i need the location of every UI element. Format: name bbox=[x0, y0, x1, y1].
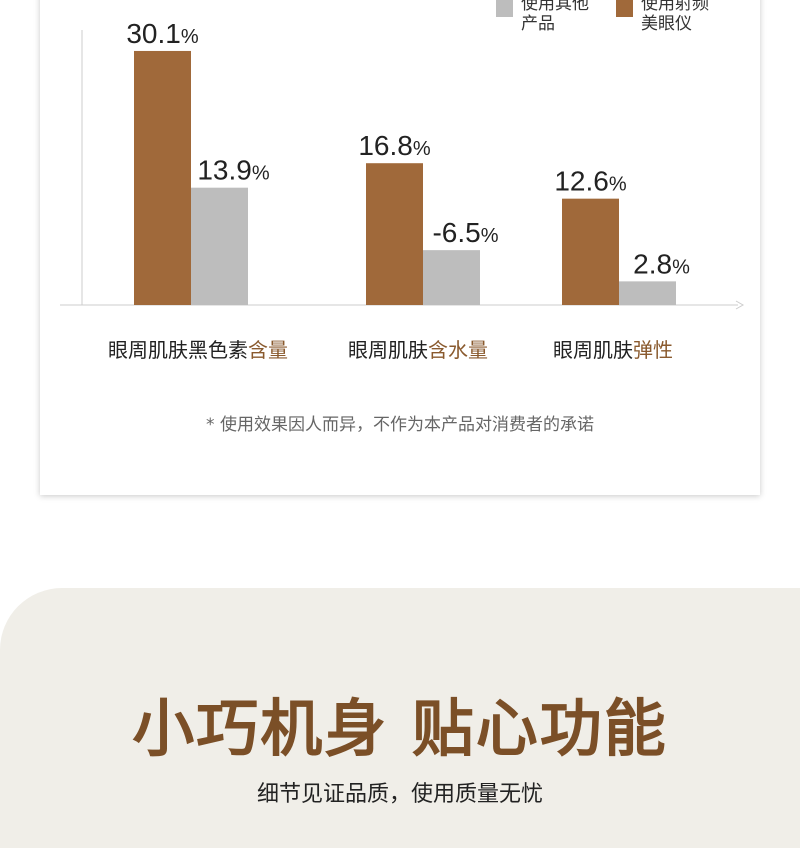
bar bbox=[619, 281, 676, 305]
data-label: 30.1% bbox=[126, 18, 199, 49]
legend-item-other: 使用其他 产品 bbox=[496, 0, 589, 34]
legend-label: 使用其他 bbox=[521, 0, 589, 14]
bar bbox=[366, 163, 423, 305]
bar-chart: 30.1% 16.8% 12.6% 13.9% -6.5% 2.8% bbox=[60, 18, 745, 310]
category-label: 眼周肌肤含水量 bbox=[348, 338, 488, 362]
legend-item-brand: 使用射频 美眼仪 bbox=[616, 0, 709, 34]
legend-swatch bbox=[616, 0, 633, 17]
data-label: 2.8% bbox=[633, 248, 690, 279]
legend-label: 产品 bbox=[521, 14, 555, 34]
bar bbox=[562, 198, 619, 305]
legend-label: 使用射频 bbox=[641, 0, 709, 14]
category-label: 眼周肌肤弹性 bbox=[553, 338, 673, 362]
x-axis-arrow bbox=[735, 300, 745, 310]
legend-swatch bbox=[496, 0, 513, 17]
data-label: 12.6% bbox=[554, 166, 627, 197]
data-label: -6.5% bbox=[432, 217, 498, 248]
section-title: 小巧机身 贴心功能 bbox=[132, 692, 668, 765]
category-label: 眼周肌肤黑色素含量 bbox=[108, 338, 288, 362]
data-label: 13.9% bbox=[197, 155, 270, 186]
section-subtitle: 细节见证品质，使用质量无忧 bbox=[256, 782, 543, 807]
bar bbox=[191, 187, 248, 305]
bar bbox=[423, 250, 480, 305]
disclaimer-note: * 使用效果因人而异，不作为本产品对消费者的承诺 bbox=[206, 415, 594, 435]
bar bbox=[134, 50, 191, 306]
data-label: 16.8% bbox=[358, 130, 431, 161]
legend-label: 美眼仪 bbox=[641, 14, 692, 34]
